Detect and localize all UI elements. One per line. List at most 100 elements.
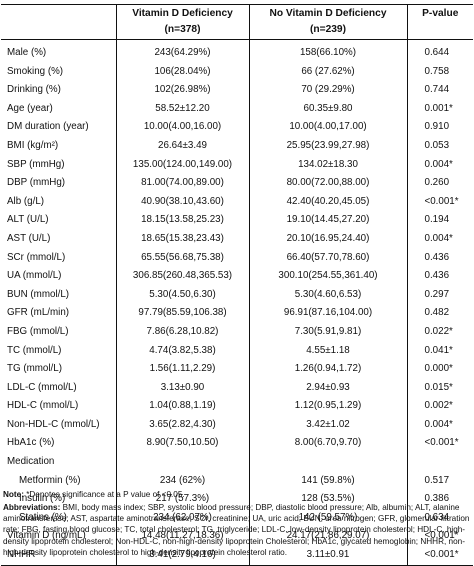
cell-no-deficiency: 158(66.10%) [249, 39, 408, 63]
cell-pvalue: 0.004* [424, 418, 453, 430]
header-deficiency-n: (n=378) [116, 23, 250, 40]
abbreviations-label: Abbreviations: [3, 503, 61, 512]
row-label: AST (U/L) [1, 229, 117, 249]
cell-pvalue: 0.002* [424, 400, 453, 412]
table-row: GFR (mL/min) 97.79(85.59,106.38) 96.91(87.… [1, 304, 473, 323]
header-empty-cell [1, 4, 117, 23]
abbreviations-text: BMI, body mass index; SBP, systolic bloo… [3, 503, 470, 557]
header-no-deficiency-n: (n=239) [249, 23, 408, 40]
table-row: HbA1c (%) 8.90(7.50,10.50) 8.00(6.70,9.70)… [1, 434, 473, 454]
row-label: Non-HDL-C (mmol/L) [1, 415, 117, 435]
row-label: Vitamin D (ng/mL) [1, 527, 117, 547]
row-label: Age (year) [1, 99, 117, 119]
cell-no-deficiency: 300.10(254.55,361.40) [249, 267, 408, 286]
cell-no-deficiency: 25.95(23.99,27.98) [249, 136, 408, 156]
row-label: Metformin (%) [1, 471, 117, 491]
table-row: Medication [1, 453, 473, 472]
cell-no-deficiency: 19.10(14.45,27.20) [249, 211, 408, 230]
header-deficiency-title: Vitamin D Deficiency [116, 4, 250, 23]
cell-pvalue: 0.910 [424, 121, 450, 133]
table-row: Insulin (%) 217 (57.3%) 128 (53.5%) 0.386 [1, 490, 473, 509]
row-label: Drinking (%) [1, 81, 117, 100]
table-row: ALT (U/L) 18.15(13.58,25.23) 19.10(14.45,2… [1, 211, 473, 230]
cell-pvalue: 0.194 [424, 214, 450, 226]
cell-deficiency: 65.55(56.68,75.38) [116, 248, 250, 268]
row-label: LDL-C (mmol/L) [1, 378, 117, 398]
cell-deficiency: 7.86(6.28,10.82) [116, 322, 250, 342]
cell-no-deficiency: 96.91(87.16,104.00) [249, 304, 408, 323]
cell-no-deficiency: 4.55±1.18 [249, 341, 408, 361]
cell-pvalue: 0.004* [424, 158, 453, 170]
cell-deficiency: 243(64.29%) [116, 39, 250, 63]
row-label: DM duration (year) [1, 118, 117, 137]
cell-pvalue: 0.000* [424, 363, 453, 375]
cell-pvalue: 0.386 [424, 493, 450, 505]
table-row: LDL-C (mmol/L) 3.13±0.90 2.94±0.93 0.015* [1, 378, 473, 398]
header-no-deficiency-title: No Vitamin D Deficiency [249, 4, 408, 23]
row-label: ALT (U/L) [1, 211, 117, 230]
cell-pvalue [407, 453, 473, 472]
cell-pvalue: <0.001* [424, 530, 459, 542]
cell-pvalue: 0.634 [424, 511, 450, 523]
cell-no-deficiency: 2.94±0.93 [249, 378, 408, 398]
cell-deficiency: 135.00(124.00,149.00) [116, 155, 250, 175]
cell-no-deficiency: 141 (59.8%) [249, 471, 408, 491]
note-label: Note: [3, 490, 24, 499]
row-label: Insulin (%) [1, 490, 117, 509]
note-text: *Denotes significance at a P value of <0… [23, 490, 185, 499]
row-label: Statins (%) [1, 508, 117, 528]
cell-pvalue: 0.297 [424, 288, 450, 300]
cell-deficiency: 106(28.04%) [116, 62, 250, 82]
cell-deficiency: 10.00(4.00,16.00) [116, 118, 250, 137]
row-label: SBP (mmHg) [1, 155, 117, 175]
header-pvalue: P-value [407, 4, 473, 23]
row-label: UA (mmol/L) [1, 267, 117, 286]
cell-pvalue: 0.004* [424, 232, 453, 244]
cell-deficiency: 234 (62%) [116, 471, 250, 491]
cell-pvalue: <0.001* [424, 437, 459, 449]
cell-deficiency: 4.74(3.82,5.38) [116, 341, 250, 361]
cell-deficiency: 234 (62.07%) [116, 508, 250, 528]
cell-pvalue: 0.758 [424, 65, 450, 77]
cell-pvalue: 0.744 [424, 84, 450, 96]
table-row: TC (mmol/L) 4.74(3.82,5.38) 4.55±1.18 0.041… [1, 341, 473, 361]
cell-deficiency: 14.48(11.27,18.36) [116, 527, 250, 547]
cell-no-deficiency: 24.17(21.86,29.07) [249, 527, 408, 547]
cell-no-deficiency: 42.40(40.20,45.05) [249, 192, 408, 212]
cell-deficiency: 40.90(38.10,43.60) [116, 192, 250, 212]
cell-pvalue: 0.644 [424, 47, 450, 58]
cell-deficiency: 8.90(7.50,10.50) [116, 434, 250, 454]
cell-no-deficiency: 66.40(57.70,78.60) [249, 248, 408, 268]
cell-deficiency: 18.65(15.38,23.43) [116, 229, 250, 249]
data-table: Vitamin D Deficiency No Vitamin D Defici… [1, 4, 473, 566]
table-row: Vitamin D (ng/mL) 14.48(11.27,18.36) 24.17… [1, 527, 473, 547]
row-label: TC (mmol/L) [1, 341, 117, 361]
row-label: HDL-C (mmol/L) [1, 397, 117, 416]
row-label: GFR (mL/min) [1, 304, 117, 323]
table-row: BUN (mmol/L) 5.30(4.50,6.30) 5.30(4.60,6.5… [1, 285, 473, 305]
table-row: Age (year) 58.52±12.20 60.35±9.80 0.001* [1, 99, 473, 119]
row-label: BMI (kg/m²) [1, 136, 117, 156]
table-row: Non-HDL-C (mmol/L) 3.65(2.82,4.30) 3.42±1.… [1, 415, 473, 435]
row-label: Smoking (%) [1, 62, 117, 82]
cell-pvalue: 0.053 [424, 139, 450, 151]
cell-no-deficiency: 7.30(5.91,9.81) [249, 322, 408, 342]
cell-pvalue: 0.260 [424, 177, 450, 189]
row-label: DBP (mmHg) [1, 174, 117, 193]
cell-no-deficiency: 70 (29.29%) [249, 81, 408, 100]
table-row: AST (U/L) 18.65(15.38,23.43) 20.10(16.95,2… [1, 229, 473, 249]
cell-deficiency: 97.79(85.59,106.38) [116, 304, 250, 323]
table-row: Statins (%) 234 (62.07%) 142 (59.57%) 0.634 [1, 508, 473, 528]
row-label: Medication [1, 453, 117, 472]
row-label: BUN (mmol/L) [1, 285, 117, 305]
cell-deficiency: 1.56(1.11,2.29) [116, 360, 250, 379]
cell-deficiency: 58.52±12.20 [116, 99, 250, 119]
cell-pvalue: 0.436 [424, 251, 450, 263]
header-empty-cell [1, 23, 117, 40]
cell-no-deficiency: 5.30(4.60,6.53) [249, 285, 408, 305]
cell-deficiency: 3.13±0.90 [116, 378, 250, 398]
cell-deficiency: 81.00(74.00,89.00) [116, 174, 250, 193]
cell-deficiency: 3.65(2.82,4.30) [116, 415, 250, 435]
cell-deficiency: 306.85(260.48,365.53) [116, 267, 250, 286]
table-row: Drinking (%) 102(26.98%) 70 (29.29%) 0.744 [1, 81, 473, 100]
